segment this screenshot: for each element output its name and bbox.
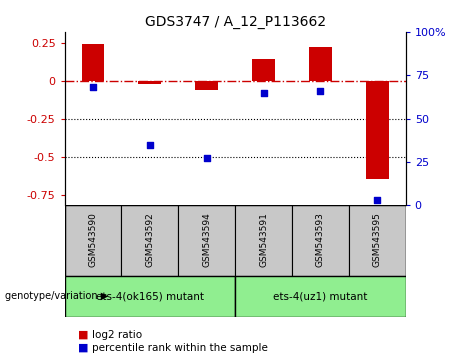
Bar	[65, 205, 121, 276]
Bar	[292, 205, 349, 276]
Bar	[178, 205, 235, 276]
Bar	[121, 205, 178, 276]
Text: ets-4(uz1) mutant: ets-4(uz1) mutant	[273, 291, 367, 302]
Text: GSM543592: GSM543592	[145, 212, 154, 267]
Title: GDS3747 / A_12_P113662: GDS3747 / A_12_P113662	[145, 16, 325, 29]
Bar	[235, 276, 406, 317]
Text: log2 ratio: log2 ratio	[92, 330, 142, 339]
Bar	[65, 276, 235, 317]
Bar	[252, 59, 275, 81]
Point	[317, 88, 324, 94]
Bar	[366, 81, 389, 179]
Bar	[82, 44, 104, 81]
Text: percentile rank within the sample: percentile rank within the sample	[92, 343, 268, 353]
Text: GSM543590: GSM543590	[89, 212, 97, 267]
Point	[146, 142, 154, 148]
Bar	[235, 205, 292, 276]
Point	[203, 156, 210, 161]
Bar	[195, 81, 218, 90]
Text: ■: ■	[78, 330, 89, 339]
Bar	[349, 205, 406, 276]
Point	[260, 90, 267, 96]
Text: ets-4(ok165) mutant: ets-4(ok165) mutant	[96, 291, 204, 302]
Bar	[309, 47, 332, 81]
Bar	[138, 81, 161, 84]
Text: GSM543594: GSM543594	[202, 212, 211, 267]
Point	[373, 197, 381, 203]
Text: GSM543595: GSM543595	[373, 212, 382, 267]
Text: GSM543593: GSM543593	[316, 212, 325, 267]
Text: GSM543591: GSM543591	[259, 212, 268, 267]
Text: genotype/variation ▶: genotype/variation ▶	[5, 291, 108, 302]
Point	[89, 85, 97, 90]
Text: ■: ■	[78, 343, 89, 353]
